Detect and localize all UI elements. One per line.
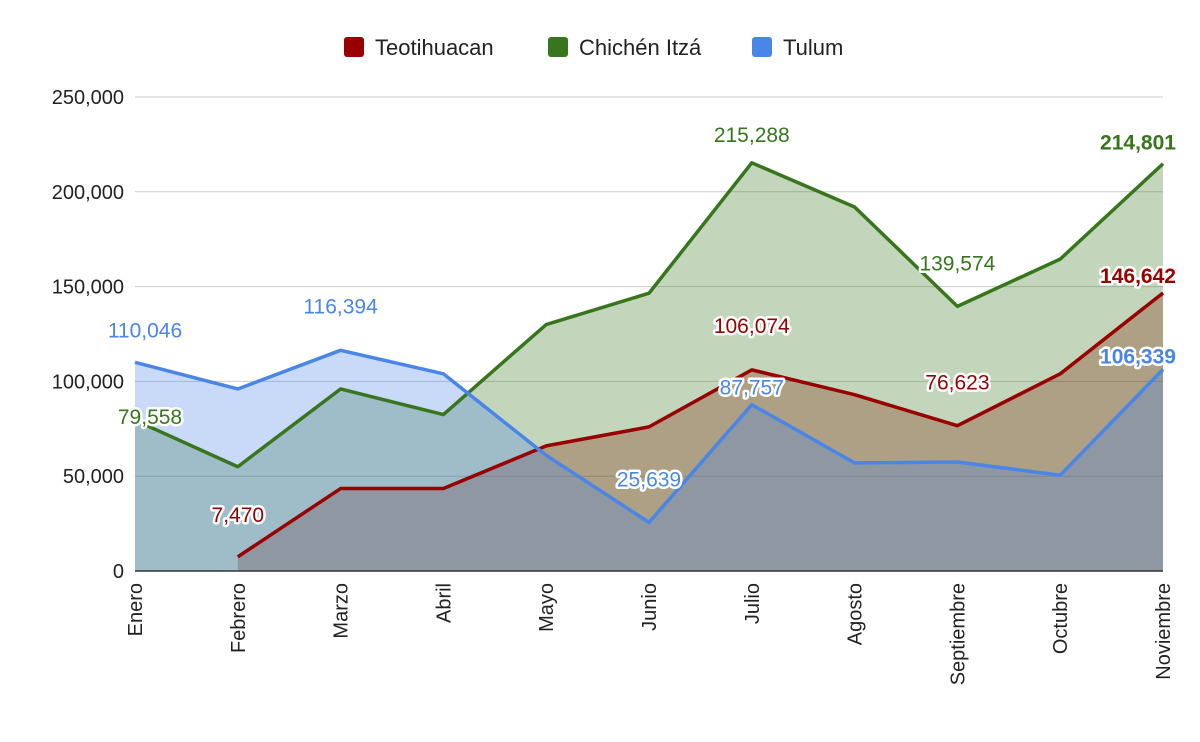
axes: 0 50,000 100,000 150,000 200,000 250,000 Enero… [52, 87, 1175, 685]
y-tick-label: 50,000 [63, 466, 124, 488]
legend-swatch [752, 37, 772, 57]
data-label: 215,288 [714, 124, 790, 147]
legend: Teotihuacan Chichén Itzá Tulum [344, 35, 843, 60]
legend-swatch [344, 37, 364, 57]
x-tick-label: Febrero [228, 583, 250, 653]
data-label: 106,339 [1100, 345, 1176, 368]
x-tick-label: Agosto [845, 583, 867, 645]
line-2 [134, 348, 1165, 525]
area-2 [135, 350, 1163, 571]
legend-label: Tulum [783, 35, 843, 60]
series-lines [134, 161, 1165, 559]
x-tick-label: Marzo [331, 583, 353, 639]
x-tick-label: Mayo [536, 583, 558, 632]
legend-label: Teotihuacan [375, 35, 494, 60]
y-tick-label: 0 [113, 561, 124, 583]
area-1 [135, 162, 1163, 571]
data-labels: 7,470 106,074 76,623 146,642 79,558 215,288 13… [105, 121, 1178, 529]
data-label: 25,639 [617, 468, 681, 491]
data-label: 87,757 [720, 377, 784, 400]
x-tick-label: Septiembre [947, 583, 969, 685]
data-label: 79,558 [118, 406, 182, 429]
x-tick-label: Enero [125, 583, 147, 636]
y-tick-label: 150,000 [52, 277, 124, 299]
x-tick-label: Abril [433, 583, 455, 623]
y-tick-label: 250,000 [52, 87, 124, 109]
line-0 [236, 291, 1165, 559]
y-tick-label: 100,000 [52, 371, 124, 393]
legend-swatch [548, 37, 568, 57]
series-areas [135, 162, 1164, 571]
y-tick-label: 200,000 [52, 182, 124, 204]
data-label: 146,642 [1100, 265, 1176, 288]
area-0 [237, 292, 1164, 571]
data-label: 116,394 [303, 295, 378, 318]
data-label: 110,046 [108, 319, 182, 342]
line-1 [134, 161, 1165, 469]
x-tick-label: Junio [639, 583, 661, 631]
data-label: 7,470 [212, 504, 265, 527]
x-tick-label: Octubre [1050, 583, 1072, 654]
data-label: 139,574 [919, 252, 995, 275]
gridlines [135, 96, 1163, 477]
x-tick-label: Julio [742, 583, 764, 624]
legend-label: Chichén Itzá [579, 35, 702, 60]
x-tick-label: Noviembre [1153, 583, 1175, 680]
data-label: 106,074 [714, 315, 790, 338]
data-label: 76,623 [925, 372, 989, 395]
data-label: 214,801 [1100, 132, 1176, 155]
